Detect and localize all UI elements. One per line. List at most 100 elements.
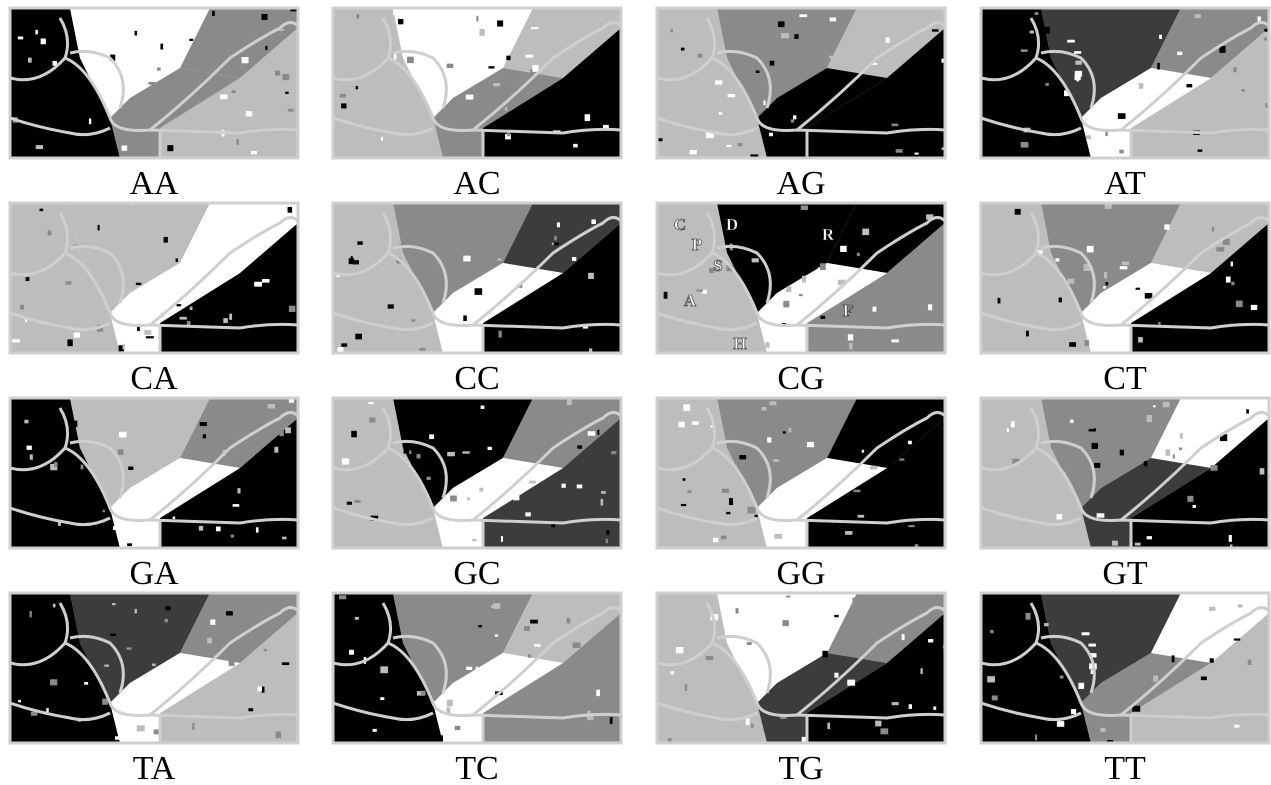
map — [333, 398, 622, 548]
speckle — [1159, 35, 1162, 39]
speckle — [164, 619, 167, 622]
panel: GT — [981, 398, 1271, 592]
speckle — [601, 72, 608, 79]
panel: CC — [333, 203, 621, 397]
speckle — [1226, 277, 1231, 283]
speckle — [830, 414, 837, 418]
speckle — [794, 34, 798, 39]
speckle — [596, 690, 600, 696]
speckle — [225, 410, 231, 416]
speckle — [1101, 449, 1106, 455]
speckle — [752, 342, 754, 349]
speckle — [849, 343, 852, 350]
speckle — [192, 723, 194, 730]
speckle — [911, 218, 916, 224]
speckle — [875, 721, 881, 727]
speckle — [1044, 623, 1049, 626]
speckle — [115, 736, 121, 739]
speckle — [700, 682, 706, 685]
speckle — [606, 539, 608, 543]
speckle — [137, 725, 145, 731]
speckle — [1007, 428, 1009, 431]
speckle — [256, 527, 259, 532]
speckle — [41, 39, 46, 45]
speckle — [46, 708, 48, 712]
speckle — [374, 612, 377, 614]
speckle — [351, 256, 353, 260]
speckle — [586, 29, 593, 31]
speckle — [1077, 132, 1081, 135]
speckle — [104, 24, 110, 29]
panel: AC — [333, 8, 621, 202]
speckle — [48, 230, 52, 235]
speckle — [70, 216, 78, 220]
speckle — [161, 331, 168, 336]
speckle — [767, 437, 771, 442]
speckle — [791, 119, 794, 122]
speckle — [993, 346, 998, 352]
speckle — [1166, 449, 1171, 455]
speckle — [681, 48, 685, 51]
speckle — [857, 253, 860, 256]
panel-label: GG — [776, 555, 825, 592]
speckle — [1264, 38, 1267, 41]
speckle — [446, 707, 450, 713]
speckle — [1082, 632, 1090, 635]
speckle — [152, 664, 156, 667]
speckle — [1057, 721, 1064, 727]
speckle — [394, 54, 397, 59]
speckle — [1231, 262, 1233, 267]
speckle — [122, 344, 124, 349]
speckle — [840, 246, 847, 252]
speckle — [549, 38, 557, 42]
speckle — [78, 22, 84, 27]
speckle — [1071, 709, 1076, 714]
speckle — [220, 94, 227, 99]
speckle — [1210, 465, 1217, 471]
speckle — [678, 422, 684, 428]
speckle — [1147, 415, 1152, 422]
speckle — [1032, 721, 1037, 726]
speckle — [257, 687, 262, 692]
region-label: F — [843, 301, 853, 320]
speckle — [789, 428, 792, 433]
speckle — [112, 603, 115, 605]
speckle — [848, 334, 853, 340]
speckle — [1261, 84, 1268, 90]
speckle — [223, 318, 228, 323]
speckle — [285, 92, 288, 94]
speckle — [229, 660, 235, 667]
speckle — [144, 330, 151, 335]
speckle — [1246, 409, 1249, 413]
speckle — [902, 634, 905, 640]
speckle — [1105, 282, 1108, 285]
speckle — [996, 322, 999, 325]
speckle — [1193, 505, 1196, 508]
panel-label: AT — [1104, 165, 1146, 202]
speckle — [888, 464, 892, 469]
speckle — [104, 665, 109, 667]
speckle — [128, 467, 133, 470]
speckle — [1118, 113, 1126, 119]
speckle — [18, 36, 23, 39]
speckle — [920, 668, 922, 674]
panel-label: AA — [129, 165, 179, 202]
speckle — [801, 205, 808, 210]
speckle — [858, 515, 865, 518]
speckle — [756, 70, 760, 73]
speckle — [528, 654, 531, 658]
speckle — [212, 11, 215, 16]
speckle — [506, 29, 513, 32]
speckle — [232, 90, 236, 93]
speckle — [1112, 541, 1118, 546]
speckle — [1229, 535, 1232, 542]
region-label: A — [684, 291, 697, 310]
panel-label: AC — [453, 165, 500, 202]
speckle — [670, 525, 676, 529]
speckle — [999, 338, 1003, 340]
speckle — [1157, 63, 1159, 70]
speckle — [462, 451, 469, 453]
speckle — [567, 618, 571, 624]
speckle — [590, 332, 597, 338]
speckle — [495, 634, 498, 636]
